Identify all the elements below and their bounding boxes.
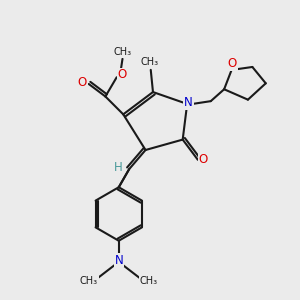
Text: O: O <box>199 153 208 166</box>
Text: CH₃: CH₃ <box>113 47 132 57</box>
Text: O: O <box>117 68 127 81</box>
Text: O: O <box>78 76 87 89</box>
Text: N: N <box>114 254 123 267</box>
Text: CH₃: CH₃ <box>80 276 98 286</box>
Text: H: H <box>114 161 123 174</box>
Text: N: N <box>184 96 193 109</box>
Text: CH₃: CH₃ <box>140 57 158 68</box>
Text: CH₃: CH₃ <box>140 276 158 286</box>
Text: O: O <box>227 57 237 70</box>
